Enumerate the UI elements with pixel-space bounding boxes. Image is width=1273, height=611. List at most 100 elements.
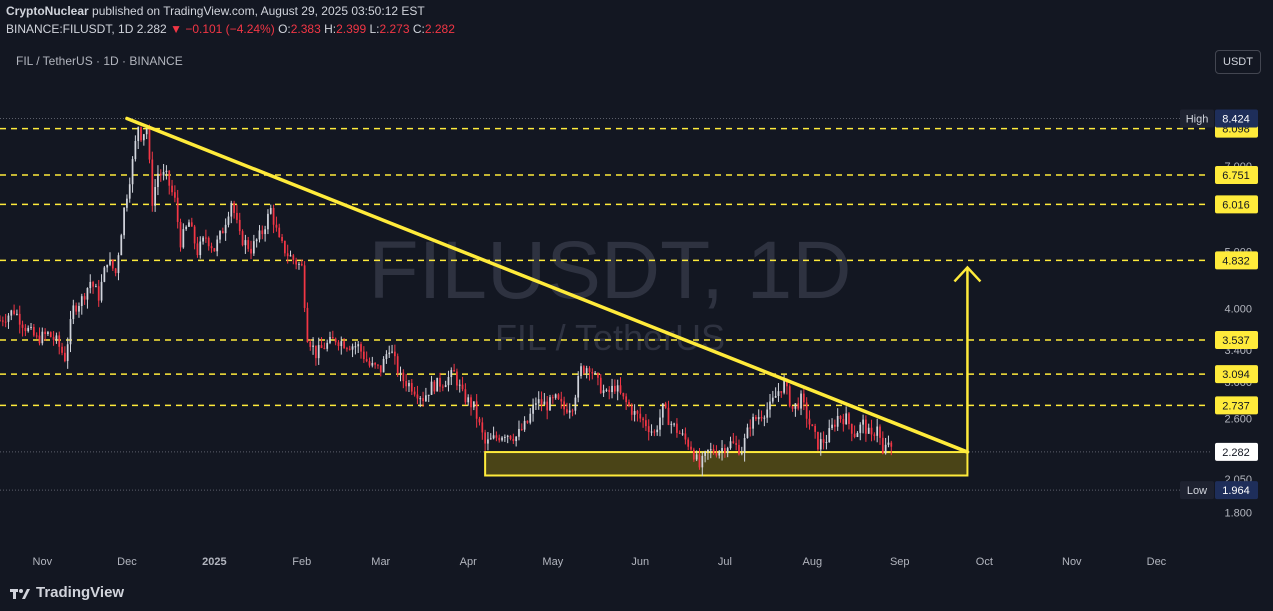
candle-body bbox=[416, 394, 419, 399]
candle-body bbox=[450, 370, 453, 378]
candle-body bbox=[444, 385, 447, 387]
candle bbox=[238, 212, 241, 235]
candle-body bbox=[794, 403, 797, 409]
candle-body bbox=[137, 127, 140, 141]
candle-body bbox=[890, 442, 893, 447]
price-axis: 7.000 5.000 4.000 3.400 3.000 2.600 2.050 1.800… bbox=[1180, 109, 1258, 519]
candle bbox=[292, 253, 295, 265]
candle-body bbox=[72, 305, 75, 320]
candle-body bbox=[743, 438, 746, 453]
candle bbox=[845, 406, 848, 425]
level-price-label-text: 3.537 bbox=[1222, 335, 1250, 347]
candle bbox=[825, 434, 828, 450]
candle-body bbox=[309, 341, 312, 347]
candle-body bbox=[241, 231, 244, 246]
descending-trendline bbox=[125, 116, 970, 454]
candle bbox=[760, 410, 763, 422]
candle-body bbox=[577, 376, 580, 398]
candle bbox=[388, 345, 391, 358]
candle bbox=[532, 398, 534, 422]
close-label: C: bbox=[412, 22, 425, 36]
candle bbox=[176, 189, 179, 229]
candle-body bbox=[811, 424, 814, 427]
publisher-name[interactable]: CryptoNuclear bbox=[6, 4, 89, 18]
candle bbox=[13, 304, 15, 316]
candle bbox=[75, 302, 78, 315]
candle bbox=[145, 125, 148, 140]
y-tick-label: 7.000 bbox=[1224, 161, 1252, 173]
tradingview-logo[interactable]: TradingView bbox=[10, 584, 124, 601]
candle-body bbox=[698, 454, 701, 468]
candle-body bbox=[588, 368, 591, 372]
candle-body bbox=[870, 427, 873, 435]
candle-body bbox=[628, 402, 630, 406]
candle bbox=[622, 392, 625, 400]
candle-body bbox=[856, 432, 859, 438]
candle bbox=[755, 414, 757, 422]
candle-body bbox=[255, 239, 258, 242]
candle-body bbox=[484, 432, 487, 444]
candle-body bbox=[230, 202, 233, 217]
candle-body bbox=[729, 441, 732, 449]
candle-body bbox=[300, 263, 303, 266]
candle-body bbox=[354, 346, 357, 348]
candle bbox=[86, 287, 89, 309]
candle bbox=[103, 265, 106, 283]
candle bbox=[224, 218, 227, 241]
candle bbox=[315, 345, 317, 366]
candle bbox=[574, 394, 577, 415]
candle bbox=[828, 419, 831, 443]
candle bbox=[495, 431, 498, 442]
candle bbox=[346, 346, 348, 352]
candle bbox=[52, 331, 55, 346]
candle-body bbox=[540, 399, 543, 405]
candle bbox=[887, 435, 890, 448]
candle-body bbox=[269, 207, 272, 214]
target-arrow-head bbox=[953, 265, 982, 283]
candle bbox=[501, 436, 503, 442]
candle-body bbox=[867, 427, 870, 434]
candle-body bbox=[616, 385, 619, 392]
tradingview-logo-icon bbox=[10, 587, 30, 599]
candle bbox=[543, 393, 546, 405]
candle-body bbox=[506, 435, 509, 437]
time-axis: Nov Dec 2025 Feb Mar Apr May Jun Jul Aug Sep Oct Nov… bbox=[33, 556, 1167, 568]
candle bbox=[540, 391, 543, 412]
candle bbox=[35, 332, 38, 339]
candle bbox=[802, 388, 805, 411]
candle bbox=[117, 252, 120, 281]
candle bbox=[340, 336, 343, 355]
candle-body bbox=[788, 386, 791, 407]
candle bbox=[199, 236, 202, 259]
candle bbox=[27, 325, 30, 333]
candle bbox=[38, 327, 41, 346]
currency-button[interactable]: USDT bbox=[1215, 50, 1261, 74]
candle bbox=[334, 337, 337, 346]
candle bbox=[4, 313, 7, 328]
candle bbox=[537, 391, 540, 410]
candle-body bbox=[487, 439, 489, 444]
x-tick-label: Mar bbox=[371, 556, 390, 568]
candle bbox=[58, 331, 61, 355]
candle-body bbox=[650, 431, 653, 433]
level-price-label-text: 4.832 bbox=[1222, 255, 1250, 267]
candle bbox=[695, 450, 698, 462]
candle-body bbox=[92, 281, 94, 287]
candle bbox=[247, 236, 250, 252]
candle-body bbox=[207, 237, 210, 247]
candle bbox=[188, 219, 190, 227]
candle-body bbox=[475, 401, 478, 419]
candle-body bbox=[608, 389, 611, 393]
candle bbox=[436, 377, 439, 392]
candle bbox=[329, 331, 331, 345]
candle bbox=[41, 327, 44, 346]
candle bbox=[227, 211, 230, 228]
candle-body bbox=[38, 335, 41, 344]
candle bbox=[236, 204, 238, 224]
candle bbox=[171, 179, 173, 196]
current-price-label: 2.282 bbox=[1215, 442, 1258, 461]
candle-body bbox=[365, 359, 368, 362]
candle-body bbox=[881, 437, 884, 454]
